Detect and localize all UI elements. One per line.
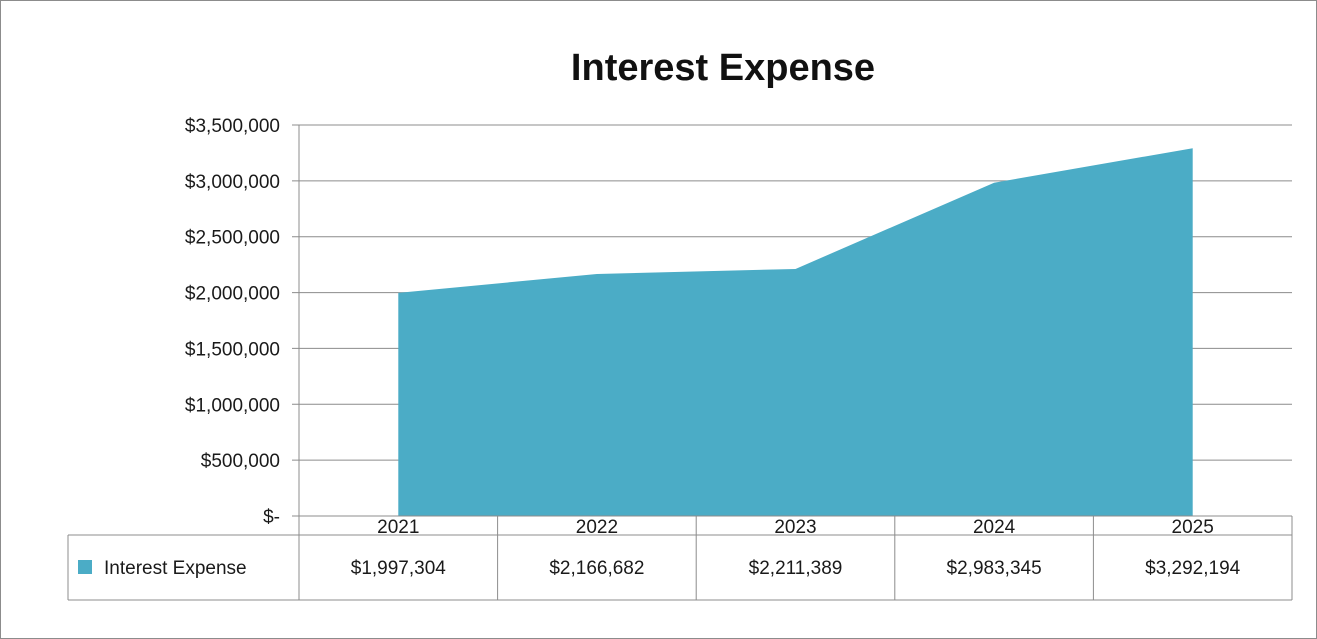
y-tick-label: $1,000,000 <box>185 395 280 416</box>
x-tick-label: 2021 <box>377 517 419 538</box>
x-tick-label: 2023 <box>774 517 816 538</box>
y-tick-label: $1,500,000 <box>185 339 280 360</box>
y-axis: $- $500,000 $1,000,000 $1,500,000 $2,000,000… <box>185 116 280 528</box>
series-area-interest-expense <box>398 148 1192 516</box>
legend-label: Interest Expense <box>104 558 247 579</box>
x-tick-label: 2022 <box>576 517 618 538</box>
data-table: 2021 2022 2023 2024 2025 Interest Expense $1,9… <box>68 516 1292 600</box>
legend-key <box>78 560 92 574</box>
data-label: $1,997,304 <box>351 558 447 579</box>
data-label: $2,211,389 <box>749 558 843 579</box>
chart-title: Interest Expense <box>571 47 875 89</box>
data-label: $2,166,682 <box>549 558 644 579</box>
y-tick-label: $500,000 <box>201 451 280 472</box>
y-tick-label: $3,500,000 <box>185 116 280 137</box>
y-tick-label: $2,000,000 <box>185 284 280 305</box>
x-tick-label: 2024 <box>973 517 1016 538</box>
data-label: $2,983,345 <box>947 558 1042 579</box>
x-tick-label: 2025 <box>1172 517 1214 538</box>
data-label: $3,292,194 <box>1145 558 1241 579</box>
y-tick-label: $- <box>263 507 280 528</box>
y-tick-label: $2,500,000 <box>185 228 280 249</box>
y-tick-label: $3,000,000 <box>185 172 280 193</box>
